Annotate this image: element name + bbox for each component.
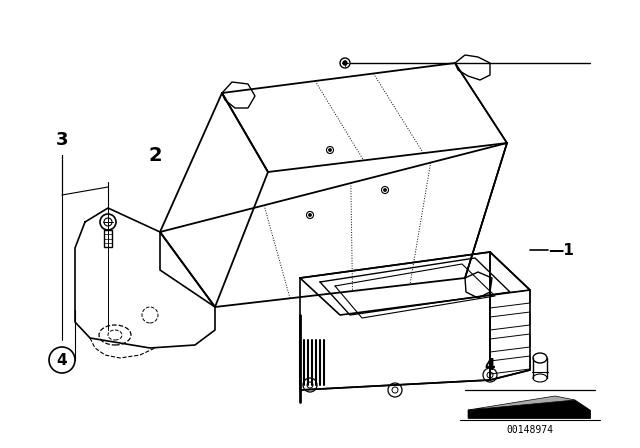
- Text: 4: 4: [57, 353, 67, 367]
- Circle shape: [309, 214, 311, 216]
- Circle shape: [329, 149, 332, 151]
- Polygon shape: [468, 396, 575, 410]
- Text: 2: 2: [148, 146, 162, 164]
- Polygon shape: [468, 410, 590, 418]
- Text: 3: 3: [56, 131, 68, 149]
- Polygon shape: [468, 400, 590, 418]
- Circle shape: [384, 189, 386, 191]
- Text: —1: —1: [548, 242, 574, 258]
- Text: 00148974: 00148974: [506, 425, 554, 435]
- Text: 4: 4: [484, 358, 495, 372]
- Polygon shape: [490, 312, 530, 330]
- Polygon shape: [490, 290, 530, 308]
- Polygon shape: [490, 334, 530, 352]
- Polygon shape: [490, 356, 530, 374]
- Circle shape: [343, 61, 347, 65]
- Polygon shape: [104, 230, 112, 247]
